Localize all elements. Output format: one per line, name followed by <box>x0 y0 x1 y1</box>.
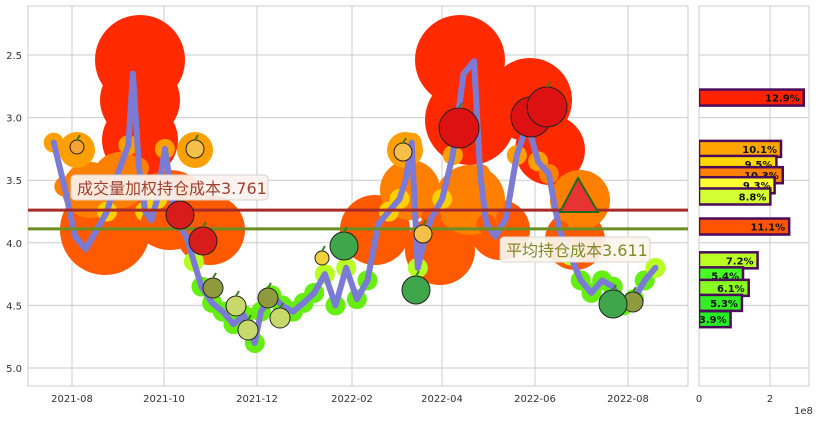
volume-bar-label: 12.9% <box>765 94 800 105</box>
volume-bar-label: 9.3% <box>743 181 771 192</box>
main-plot: 成交量加权持仓成本3.761 平均持仓成本3.611 5.0 4.5 4.0 3.5 3… <box>6 5 689 405</box>
x-tick-label: 2022-08 <box>607 394 649 405</box>
kiwi-icon <box>269 302 291 329</box>
main-y-axis: 5.0 4.5 4.0 3.5 3.0 2.5 <box>6 51 22 375</box>
y-tick-label: 5.0 <box>6 364 22 375</box>
watermelon-icon <box>401 270 431 305</box>
avg-annotation: 平均持仓成本3.611 <box>499 236 651 263</box>
volume-bar: 8.8% <box>699 187 772 206</box>
volume-bar: 7.2% <box>699 251 759 270</box>
y-tick-label: 3.5 <box>6 176 22 187</box>
x-tick-label: 2021-10 <box>143 394 185 405</box>
volume-bar-label: 6.1% <box>717 284 745 295</box>
volume-bar-label: 5.4% <box>711 271 739 282</box>
side-x-tick-label: 0 <box>696 394 702 405</box>
x-tick-label: 2022-04 <box>421 394 463 405</box>
volume-bar-label: 5.3% <box>710 299 738 310</box>
main-x-axis: 2021-08 2021-10 2021-12 2022-02 2022-04 2022-… <box>51 394 649 405</box>
kiwi-icon <box>225 290 247 317</box>
volume-bar-label: 11.1% <box>750 223 785 234</box>
volume-bar-label: 8.8% <box>739 192 767 203</box>
avg-label: 平均持仓成本3.611 <box>506 241 648 260</box>
watermelon-icon <box>598 284 628 319</box>
x-tick-label: 2021-12 <box>236 394 278 405</box>
y-tick-label: 3.0 <box>6 114 22 125</box>
volume-bar-label: 7.2% <box>726 256 754 267</box>
side-x-tick-label: 2 <box>767 394 773 405</box>
apple-icon <box>438 102 480 149</box>
volume-bar: 10.1% <box>699 139 783 159</box>
vwap-label: 成交量加权持仓成本3.761 <box>77 179 267 198</box>
volume-bar: 5.3% <box>699 293 744 313</box>
strawberry-icon <box>188 221 218 256</box>
pineapple-icon <box>393 137 413 162</box>
volume-bar-label: 10.1% <box>742 145 777 156</box>
kiwi-icon <box>237 314 259 341</box>
y-tick-label: 2.5 <box>6 51 22 62</box>
volume-bar: 12.9% <box>699 88 805 107</box>
price-line <box>50 58 659 346</box>
volume-bar: 11.1% <box>699 217 791 236</box>
watermelon-slice-icon <box>558 175 600 213</box>
pear-icon <box>257 282 279 309</box>
carrot-icon <box>69 134 85 155</box>
x-tick-label: 2022-02 <box>331 394 373 405</box>
corn-icon <box>314 245 330 266</box>
volume-bars: 12.9%10.1%9.5%10.3%9.3%8.8%11.1%7.2%5.4%… <box>699 88 805 329</box>
side-offset-label: 1e8 <box>794 406 813 417</box>
watermelon-icon <box>329 226 359 261</box>
y-tick-label: 4.5 <box>6 301 22 312</box>
volume-bar-label: 9.5% <box>745 160 773 171</box>
fruit-markers <box>69 81 644 341</box>
x-tick-label: 2022-06 <box>514 394 556 405</box>
volume-bar-label: 3.9% <box>699 315 727 326</box>
y-tick-label: 4.0 <box>6 239 22 250</box>
volume-profile-panel: 12.9%10.1%9.5%10.3%9.3%8.8%11.1%7.2%5.4%… <box>696 5 813 417</box>
pineapple-icon <box>413 219 433 244</box>
pineapple-icon <box>185 134 205 159</box>
x-tick-label: 2021-08 <box>51 394 93 405</box>
volume-bar: 6.1% <box>699 278 750 298</box>
vwap-annotation: 成交量加权持仓成本3.761 <box>70 174 269 201</box>
apple-icon <box>526 81 568 128</box>
pear-icon <box>202 272 224 299</box>
volume-bar: 3.9% <box>699 309 732 329</box>
